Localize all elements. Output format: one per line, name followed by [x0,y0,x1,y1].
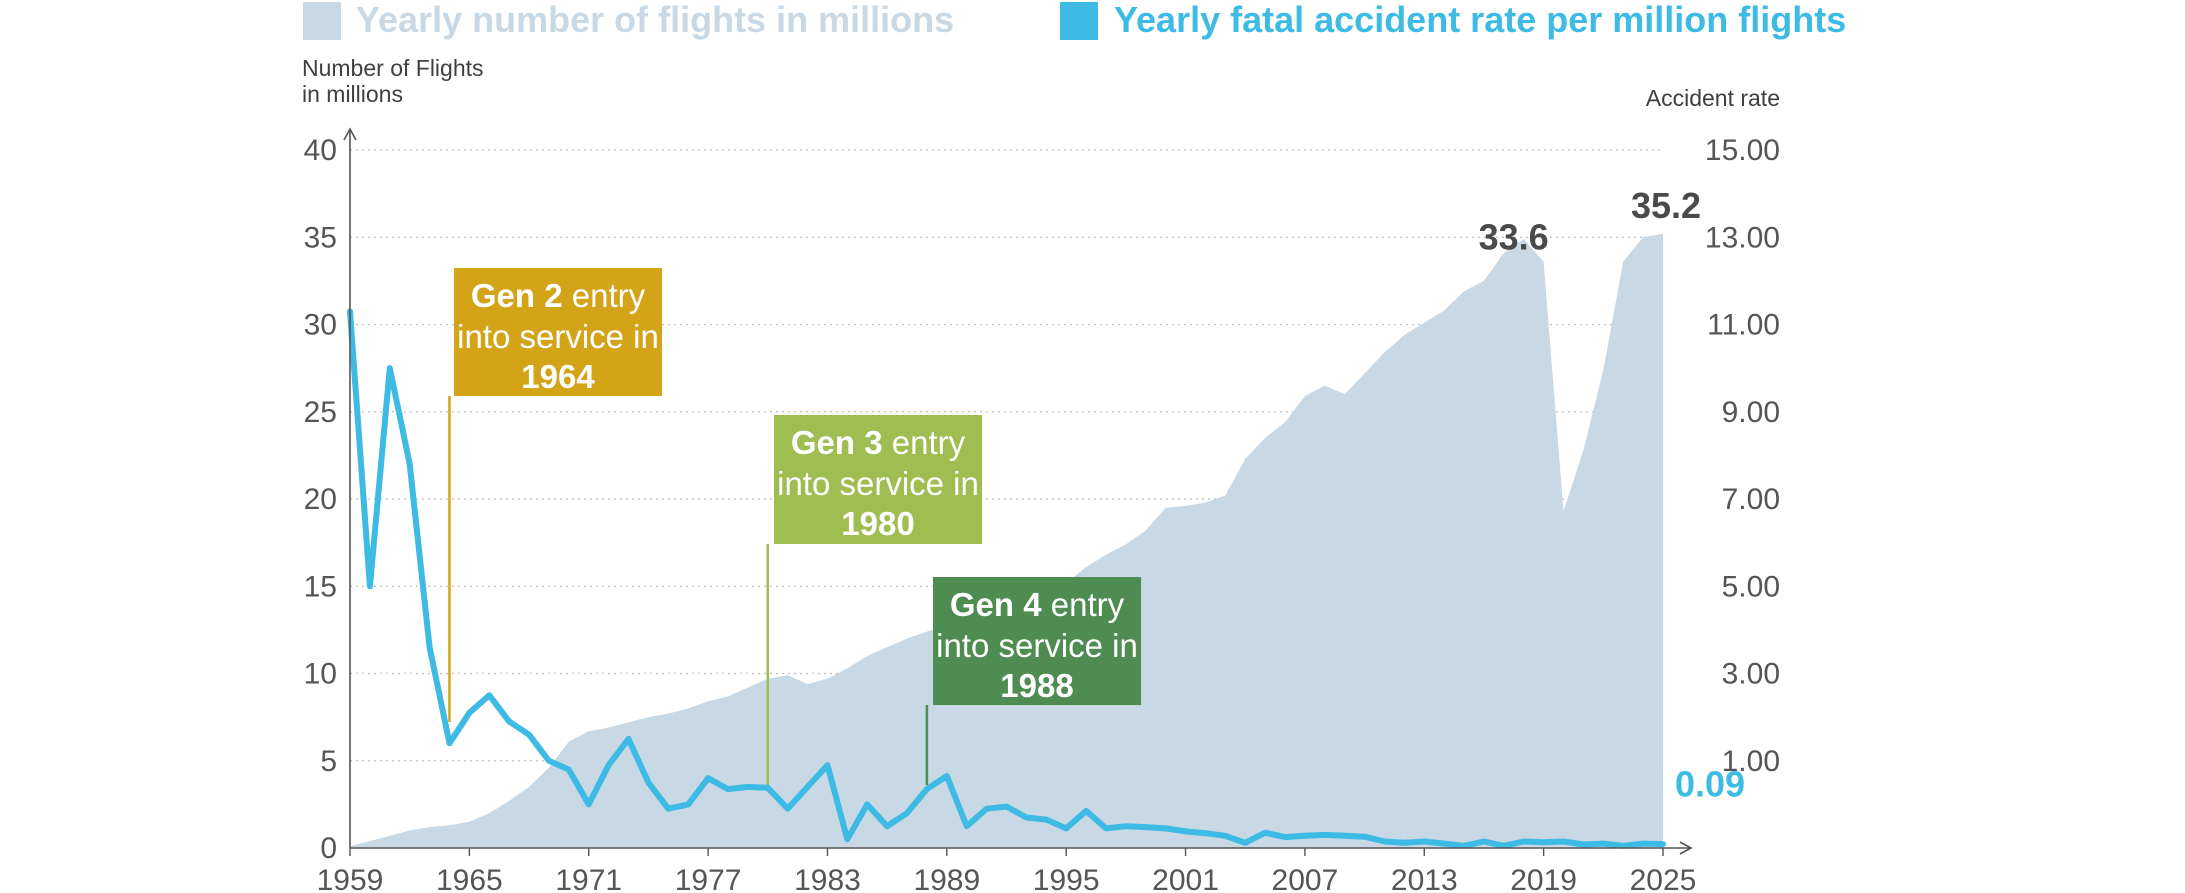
left-tick-5: 5 [320,745,337,778]
gen3-line2: into service in [777,465,979,502]
gen3-box [774,415,982,544]
right-axis-title: Accident rate [1646,85,1780,111]
x-tick-2001: 2001 [1152,864,1219,893]
legend-flights-label: Yearly number of flights in millions [356,0,954,40]
right-tick-13.00: 13.00 [1705,221,1780,254]
left-tick-0: 0 [320,832,337,865]
left-tick-35: 35 [304,221,337,254]
right-tick-11.00: 11.00 [1707,309,1780,342]
gen4-title-rest: entry [1042,586,1125,623]
left-tick-15: 15 [304,570,337,603]
gen3-title: Gen 3 entry [791,424,966,461]
tick-labels: 05101520253035401.003.005.007.009.0011.0… [304,134,1780,893]
gen4-box [933,577,1141,705]
gen2-year: 1964 [521,358,595,395]
gen4-year: 1988 [1000,667,1073,704]
x-tick-1989: 1989 [913,864,980,893]
gen4-title-bold: Gen 4 [950,586,1042,623]
gen3-title-bold: Gen 3 [791,424,883,461]
x-tick-1995: 1995 [1033,864,1100,893]
legend-flights-swatch [303,2,341,40]
x-tick-1965: 1965 [436,864,503,893]
right-tick-15.00: 15.00 [1705,134,1780,167]
gen2-box [454,268,662,396]
gen4-title: Gen 4 entry [950,586,1125,623]
x-axis-arrow [1679,841,1693,855]
x-tick-1977: 1977 [675,864,742,893]
right-tick-9.00: 9.00 [1722,396,1780,429]
value-label-35.2: 35.2 [1631,185,1701,226]
gen2-title-bold: Gen 2 [471,277,563,314]
x-tick-2025: 2025 [1630,864,1697,893]
value-label-0.09: 0.09 [1675,763,1745,804]
value-labels: 33.6 35.2 0.09 [1479,185,1745,805]
x-tick-1983: 1983 [794,864,861,893]
right-tick-3.00: 3.00 [1722,658,1780,691]
legend-accident-label: Yearly fatal accident rate per million f… [1114,0,1846,40]
value-label-33.6: 33.6 [1479,217,1549,258]
legend: Yearly number of flights in millions Yea… [303,0,1846,40]
gen2-title: Gen 2 entry [471,277,646,314]
left-axis-title-line2: in millions [302,81,403,107]
axes [343,127,1693,855]
x-tick-1971: 1971 [555,864,622,893]
right-tick-1.00: 1.00 [1722,745,1780,778]
x-tick-2007: 2007 [1272,864,1339,893]
gen3-year: 1980 [841,505,914,542]
flights-area-series [350,233,1663,849]
left-tick-10: 10 [304,658,337,691]
accident-rate-line-series [347,308,1666,849]
gen4-line2: into service in [936,627,1138,664]
left-axis-title-line1: Number of Flights [302,55,484,81]
right-tick-5.00: 5.00 [1722,570,1780,603]
x-tick-1959: 1959 [317,864,384,893]
gen2-line2: into service in [457,318,659,355]
left-tick-40: 40 [304,134,337,167]
legend-accident-swatch [1060,2,1098,40]
x-tick-2019: 2019 [1510,864,1577,893]
x-tick-2013: 2013 [1391,864,1458,893]
y-axis-arrow [343,127,357,141]
gen2-title-rest: entry [563,277,646,314]
gen3-title-rest: entry [883,424,966,461]
left-tick-20: 20 [304,483,337,516]
right-tick-7.00: 7.00 [1722,483,1780,516]
left-tick-30: 30 [304,309,337,342]
left-tick-25: 25 [304,396,337,429]
